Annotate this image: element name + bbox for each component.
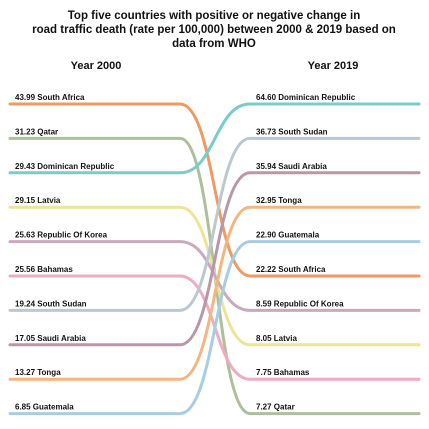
left-label: 13.27 Tonga <box>15 368 61 377</box>
right-label: 36.73 South Sudan <box>256 127 328 136</box>
left-label: 31.23 Qatar <box>15 127 58 136</box>
series-line-dominican-republic <box>8 102 421 175</box>
series-line-guatemala <box>8 240 421 416</box>
series-line-saudi-arabia <box>8 171 421 347</box>
right-label: 7.75 Bahamas <box>256 368 310 377</box>
left-label: 29.15 Latvia <box>15 196 61 205</box>
left-label: 6.85 Guatemala <box>15 403 74 412</box>
slope-labels: 43.99 South Africa 31.23 Qatar 29.43 Domin… <box>15 93 356 412</box>
right-label: 8.05 Latvia <box>256 334 297 343</box>
series-line-tonga <box>8 205 421 381</box>
series-line-republic-of-korea <box>8 240 421 312</box>
left-label: 43.99 South Africa <box>15 93 85 102</box>
left-label: 25.63 Republic Of Korea <box>15 231 108 240</box>
right-label: 8.59 Republic Of Korea <box>256 299 344 308</box>
right-label: 22.90 Guatemala <box>256 231 320 240</box>
left-label: 29.43 Dominican Republic <box>15 162 115 171</box>
right-label: 22.22 South Africa <box>256 265 326 274</box>
right-label: 64.60 Dominican Republic <box>256 93 356 102</box>
chart-title-line-1: Top five countries with positive or nega… <box>68 10 360 22</box>
right-label: 7.27 Qatar <box>256 403 295 412</box>
chart-title-line-2: road traffic death (rate per 100,000) be… <box>32 24 396 36</box>
left-label: 17.05 Saudi Arabia <box>15 334 86 343</box>
left-column-header: Year 2000 <box>71 60 122 72</box>
chart-title-line-3: data from WHO <box>172 38 256 50</box>
series-line-south-sudan <box>8 136 421 312</box>
right-label: 35.94 Saudi Arabia <box>256 162 327 171</box>
right-label: 32.95 Tonga <box>256 196 302 205</box>
left-label: 19.24 South Sudan <box>15 299 87 308</box>
slope-lines <box>8 102 421 416</box>
series-line-south-africa <box>8 102 421 278</box>
left-label: 25.56 Bahamas <box>15 265 73 274</box>
right-column-header: Year 2019 <box>308 60 359 72</box>
